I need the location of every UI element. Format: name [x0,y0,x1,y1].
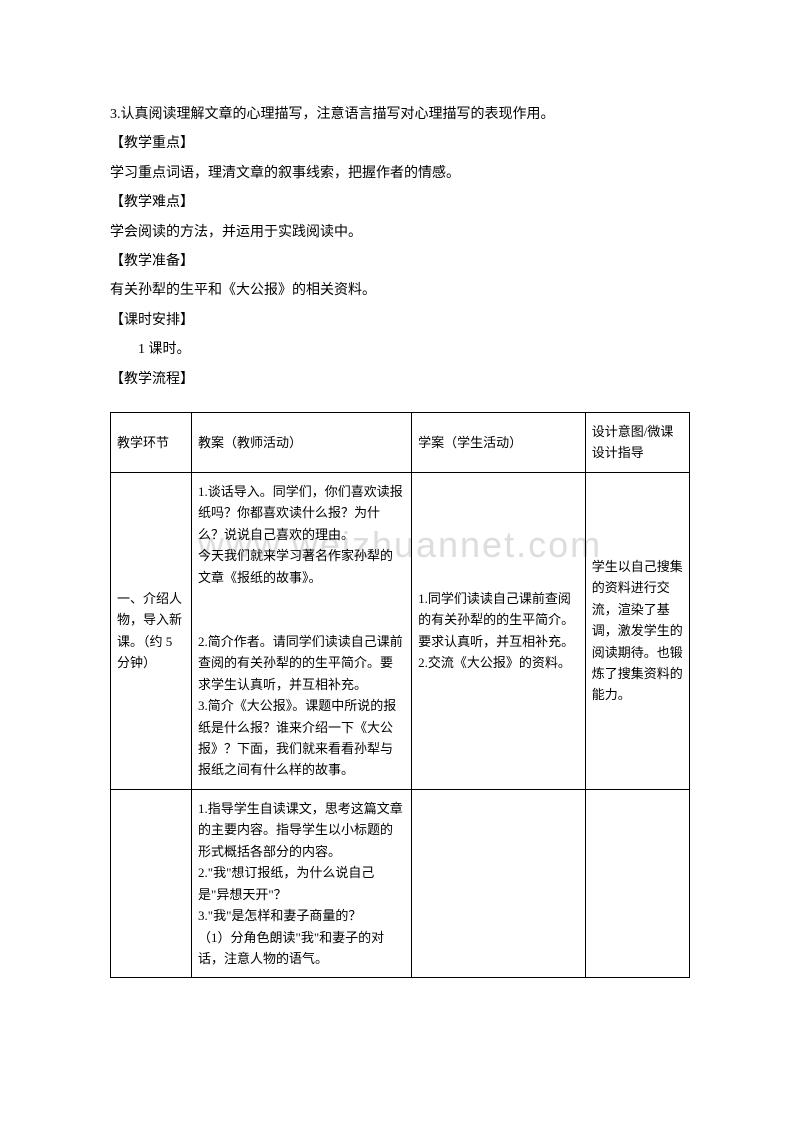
teaching-emphasis-label: 【教学重点】 [110,129,690,158]
teaching-flow-table: 教学环节 教案（教师活动） 学案（学生活动） 设计意图/微课设计指导 一、介绍人… [110,412,690,979]
row3-col3 [412,789,586,978]
header-col2: 教案（教师活动） [192,412,412,472]
row2-col2: 1.谈话导入。同学们，你们喜欢读报纸吗？你都喜欢读什么报？为什么？说说自己喜欢的… [192,472,412,789]
teaching-difficulty-text: 学会阅读的方法，并运用于实践阅读中。 [110,218,690,247]
row2-col1: 一、介绍人物，导入新课。（约 5分钟） [111,472,192,789]
row3-col2: 1.指导学生自读课文，思考这篇文章的主要内容。指导学生以小标题的形式概括各部分的… [192,789,412,978]
table-row: 1.指导学生自读课文，思考这篇文章的主要内容。指导学生以小标题的形式概括各部分的… [111,789,690,978]
teaching-emphasis-text: 学习重点词语，理清文章的叙事线索，把握作者的情感。 [110,159,690,188]
table-header-row: 教学环节 教案（教师活动） 学案（学生活动） 设计意图/微课设计指导 [111,412,690,472]
teaching-difficulty-label: 【教学难点】 [110,188,690,217]
flow-label: 【教学流程】 [110,365,690,394]
header-col1: 教学环节 [111,412,192,472]
row2-col4: 学生以自己搜集的资料进行交流，渲染了基调，激发学生的阅读期待。也锻炼了搜集资料的… [585,472,689,789]
teaching-prep-text: 有关孙犁的生平和《大公报》的相关资料。 [110,276,690,305]
header-col4: 设计意图/微课设计指导 [585,412,689,472]
intro-line-3: 3.认真阅读理解文章的心理描写，注意语言描写对心理描写的表现作用。 [110,100,690,129]
row3-col1 [111,789,192,978]
intro-section: 3.认真阅读理解文章的心理描写，注意语言描写对心理描写的表现作用。 【教学重点】… [110,100,690,394]
table-row: 一、介绍人物，导入新课。（约 5分钟） 1.谈话导入。同学们，你们喜欢读报纸吗？… [111,472,690,789]
schedule-label: 【课时安排】 [110,306,690,335]
teaching-prep-label: 【教学准备】 [110,247,690,276]
schedule-text: 1 课时。 [110,335,690,364]
row2-col3: 1.同学们读读自己课前查阅的有关孙犁的的生平简介。要求认真听，并互相补充。2.交… [412,472,586,789]
row3-col4 [585,789,689,978]
header-col3: 学案（学生活动） [412,412,586,472]
